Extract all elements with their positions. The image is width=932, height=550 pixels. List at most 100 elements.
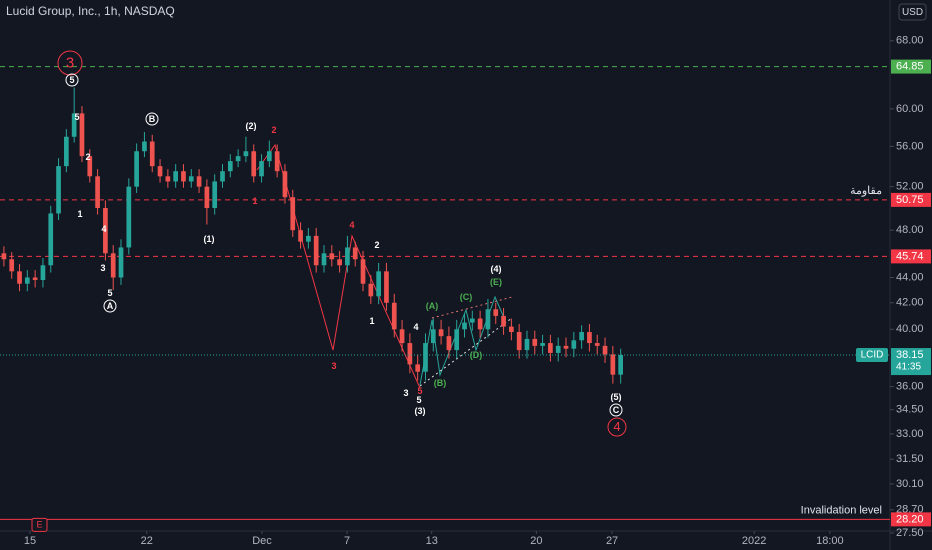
y-tick-label: 30.10 [896, 478, 924, 490]
triangle-lower [419, 317, 513, 387]
candle-body [430, 329, 436, 344]
candle-body [118, 247, 124, 278]
y-tick-label: 68.00 [896, 35, 924, 47]
last-price-label: 38.15 [896, 349, 924, 361]
wave-label: C [613, 405, 620, 415]
candle-body [384, 271, 389, 303]
candle-body [181, 171, 186, 182]
candle-body [321, 253, 327, 266]
candle-body [79, 113, 85, 157]
candle-body [548, 343, 553, 353]
currency-box[interactable] [898, 3, 927, 21]
candle-body [345, 247, 350, 266]
candle-body [165, 176, 171, 182]
candle-body [251, 151, 257, 177]
wave-label: 2 [271, 125, 276, 135]
level-label-box [891, 512, 931, 527]
wave-label: 5 [74, 112, 79, 122]
wave-label: 2 [85, 152, 90, 162]
y-tick-label: 27.50 [896, 527, 924, 539]
annotation-circle [145, 112, 159, 126]
candle-body [87, 156, 93, 177]
y-tick-label: 52.00 [896, 181, 924, 193]
countdown: 41:35 [896, 362, 921, 373]
candle-body [477, 318, 483, 330]
candle-body [71, 113, 77, 137]
candle-body [337, 259, 342, 266]
candle-body [149, 141, 155, 167]
candle-body [95, 176, 100, 208]
x-tick-label: 22 [141, 535, 153, 547]
currency[interactable]: USD [902, 7, 923, 18]
level-label-box [891, 249, 931, 264]
candle-body [48, 213, 54, 266]
x-tick-label: 2022 [742, 535, 766, 547]
candle-body [267, 151, 272, 162]
candle-body [446, 336, 452, 351]
candle-body [243, 151, 249, 157]
candle-body [110, 253, 116, 278]
candle-body [594, 343, 600, 346]
x-tick-label: 7 [344, 535, 350, 547]
candle-body [64, 136, 69, 167]
candle-body [212, 181, 218, 208]
candle-body [391, 302, 397, 330]
candle-body [618, 355, 623, 375]
x-tick-label: Dec [252, 535, 272, 547]
wave-label: 1 [252, 196, 257, 206]
wave-label: 4 [101, 224, 106, 234]
x-tick-label: 15 [24, 535, 36, 547]
candle-body [571, 340, 577, 349]
y-tick-label: 42.00 [896, 297, 924, 309]
candle-body [602, 345, 608, 355]
wave-label: 4 [613, 419, 620, 434]
candle-body [376, 271, 381, 297]
candle-body [329, 253, 335, 260]
y-tick-label: 34.50 [896, 404, 924, 416]
level-note: مقاومة [850, 185, 882, 197]
candle-body [188, 176, 194, 182]
wave-label: (A) [426, 301, 439, 311]
wave-label: 2 [374, 240, 379, 250]
level-label: 64.85 [896, 61, 924, 73]
candle-body [462, 322, 467, 330]
level-label: 28.20 [896, 513, 924, 525]
candle-body [501, 315, 506, 327]
level-note: Invalidation level [801, 504, 882, 516]
wave-label: 3 [403, 388, 408, 398]
wave-label: (C) [460, 292, 473, 302]
candle-body [40, 265, 46, 280]
chart-title: Lucid Group, Inc., 1h, NASDAQ [6, 4, 175, 18]
candle-body [298, 230, 303, 242]
candle-body [352, 247, 358, 260]
candle-body [134, 151, 139, 187]
triangle-line [419, 295, 506, 386]
x-tick-label: 13 [426, 535, 438, 547]
candle-body [1, 253, 7, 260]
wave-label: (D) [470, 350, 483, 360]
candle-body [196, 176, 202, 187]
y-tick-label: 31.50 [896, 453, 924, 465]
candle-body [274, 151, 280, 172]
candle-body [407, 343, 413, 365]
candle-body [282, 171, 288, 198]
event-marker: E [36, 520, 42, 530]
y-tick-label: 60.00 [896, 103, 924, 115]
level-label-box [891, 59, 931, 74]
wave-label: (5) [611, 392, 622, 402]
candle-body [227, 161, 233, 172]
candle-body [485, 309, 491, 330]
candle-body [220, 171, 225, 182]
last-price-box [891, 348, 931, 376]
wave-label: B [149, 114, 156, 124]
wave-label: 1 [369, 316, 374, 326]
annotation-circle [57, 50, 83, 76]
candle-body [313, 235, 319, 266]
candle-body [532, 338, 538, 346]
y-tick-label: 33.00 [896, 428, 924, 440]
triangle-upper [431, 296, 513, 319]
symbol: LCID [861, 350, 884, 361]
wave-label: 5 [69, 75, 74, 85]
wave-label: (3) [415, 406, 426, 416]
event-marker-box [31, 517, 48, 532]
